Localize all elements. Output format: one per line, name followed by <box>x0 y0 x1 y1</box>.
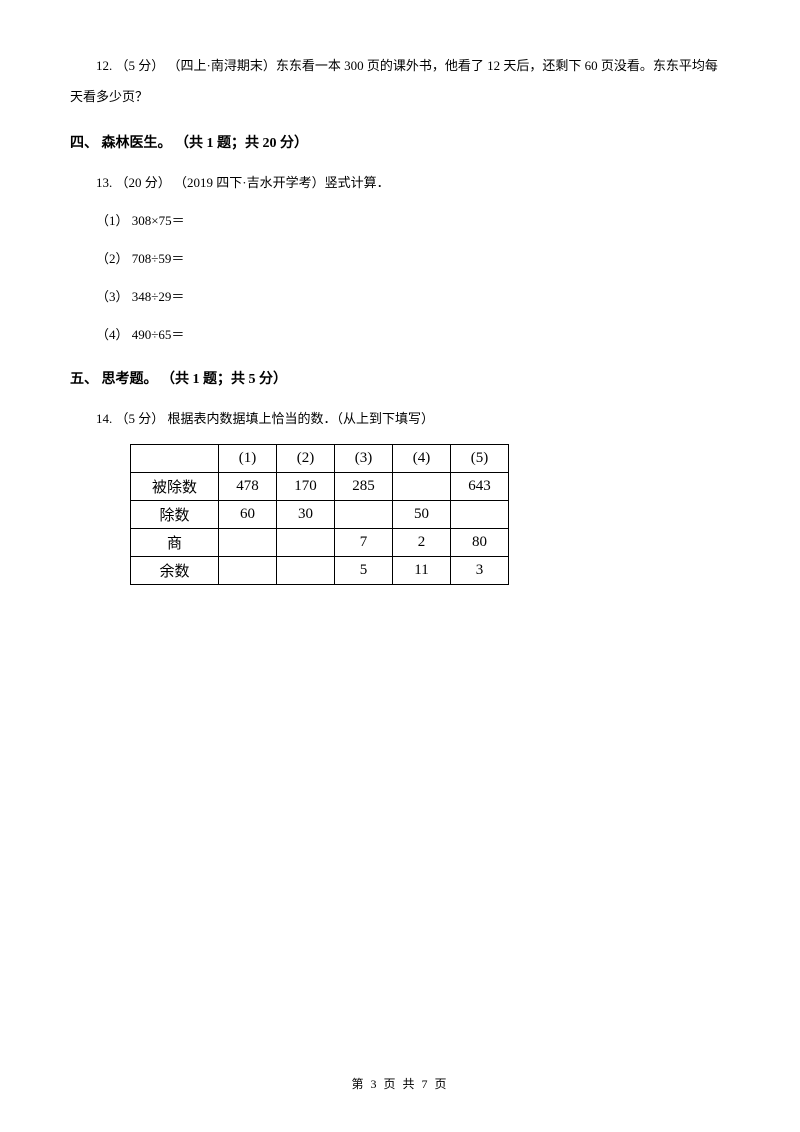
table-cell <box>219 557 277 585</box>
table-cell <box>219 529 277 557</box>
table-cell: 50 <box>393 501 451 529</box>
table-row: 商 7 2 80 <box>131 529 509 557</box>
page-footer: 第 3 页 共 7 页 <box>0 1075 800 1092</box>
section-4-heading: 四、 森林医生。 （共 1 题；共 20 分） <box>70 132 730 152</box>
table-cell: 除数 <box>131 501 219 529</box>
table-cell <box>277 529 335 557</box>
table-cell: 170 <box>277 473 335 501</box>
table-cell: 商 <box>131 529 219 557</box>
table-cell: 余数 <box>131 557 219 585</box>
question-13-4: （4） 490÷65＝ <box>70 322 730 348</box>
table-cell <box>277 557 335 585</box>
table-cell: 11 <box>393 557 451 585</box>
question-13-3: （3） 348÷29＝ <box>70 284 730 310</box>
table-cell: 30 <box>277 501 335 529</box>
division-table: (1) (2) (3) (4) (5) 被除数 478 170 285 643 … <box>130 444 509 585</box>
table-row: 被除数 478 170 285 643 <box>131 473 509 501</box>
table-cell: 被除数 <box>131 473 219 501</box>
table-cell: (3) <box>335 445 393 473</box>
question-13-intro: 13. （20 分） （2019 四下·吉水开学考）竖式计算． <box>70 170 730 196</box>
table-cell: (5) <box>451 445 509 473</box>
table-cell <box>451 501 509 529</box>
table-cell <box>335 501 393 529</box>
table-row: 除数 60 30 50 <box>131 501 509 529</box>
table-cell: 5 <box>335 557 393 585</box>
table-cell: 478 <box>219 473 277 501</box>
table-cell: 643 <box>451 473 509 501</box>
table-header-row: (1) (2) (3) (4) (5) <box>131 445 509 473</box>
table-cell: 2 <box>393 529 451 557</box>
table-cell: (4) <box>393 445 451 473</box>
table-cell: (1) <box>219 445 277 473</box>
table-cell <box>131 445 219 473</box>
section-5-heading: 五、 思考题。 （共 1 题；共 5 分） <box>70 368 730 388</box>
table-cell: 80 <box>451 529 509 557</box>
table-row: 余数 5 11 3 <box>131 557 509 585</box>
question-13-2: （2） 708÷59＝ <box>70 246 730 272</box>
table-cell: 285 <box>335 473 393 501</box>
table-cell: 7 <box>335 529 393 557</box>
table-cell: (2) <box>277 445 335 473</box>
table-cell <box>393 473 451 501</box>
question-14: 14. （5 分） 根据表内数据填上恰当的数．（从上到下填写） <box>70 406 730 432</box>
table-cell: 60 <box>219 501 277 529</box>
table-cell: 3 <box>451 557 509 585</box>
question-13-1: （1） 308×75＝ <box>70 208 730 234</box>
question-12: 12. （5 分） （四上·南浔期末）东东看一本 300 页的课外书，他看了 1… <box>70 50 730 112</box>
